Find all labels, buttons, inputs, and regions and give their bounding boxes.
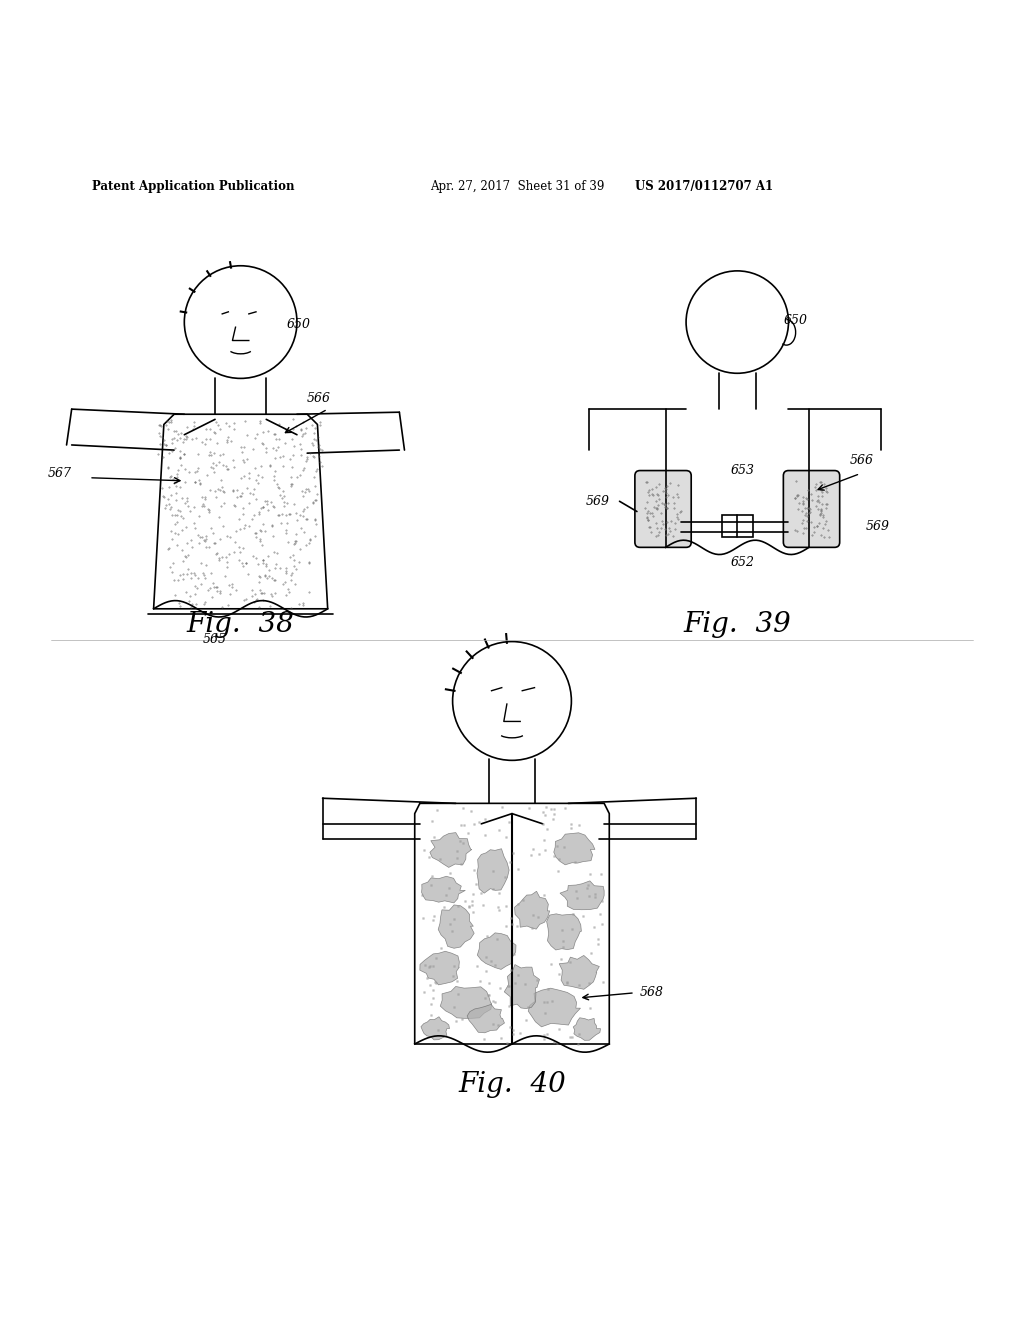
Polygon shape — [477, 933, 516, 969]
Text: 566: 566 — [307, 392, 331, 405]
Text: Fig.  39: Fig. 39 — [683, 611, 792, 638]
Polygon shape — [422, 876, 465, 903]
Polygon shape — [438, 906, 474, 948]
Polygon shape — [559, 956, 599, 989]
Polygon shape — [430, 833, 472, 867]
Polygon shape — [515, 891, 550, 929]
Text: Fig.  40: Fig. 40 — [458, 1072, 566, 1098]
Text: Patent Application Publication: Patent Application Publication — [92, 181, 295, 194]
Polygon shape — [547, 913, 582, 950]
Text: 569: 569 — [586, 495, 609, 508]
Polygon shape — [554, 833, 595, 865]
Polygon shape — [440, 986, 492, 1018]
Circle shape — [686, 271, 788, 374]
FancyBboxPatch shape — [783, 470, 840, 548]
Circle shape — [453, 642, 571, 760]
Polygon shape — [504, 965, 540, 1008]
Bar — [722, 515, 753, 537]
Circle shape — [184, 265, 297, 379]
Text: 652: 652 — [730, 556, 755, 569]
Polygon shape — [421, 1016, 450, 1040]
Text: 569: 569 — [865, 520, 889, 533]
Text: 653: 653 — [730, 465, 755, 477]
Polygon shape — [573, 1018, 600, 1040]
Polygon shape — [560, 880, 604, 909]
Text: 566: 566 — [850, 454, 873, 467]
Text: 565: 565 — [203, 634, 227, 645]
Polygon shape — [420, 952, 460, 985]
Text: 567: 567 — [48, 467, 72, 480]
Text: US 2017/0112707 A1: US 2017/0112707 A1 — [635, 181, 773, 194]
Text: 650: 650 — [783, 314, 807, 326]
Polygon shape — [528, 989, 581, 1027]
Text: 568: 568 — [640, 986, 664, 999]
Polygon shape — [467, 1005, 505, 1032]
FancyBboxPatch shape — [635, 470, 691, 548]
Text: Apr. 27, 2017  Sheet 31 of 39: Apr. 27, 2017 Sheet 31 of 39 — [430, 181, 604, 194]
Text: 650: 650 — [287, 318, 310, 330]
Polygon shape — [477, 849, 509, 894]
Text: Fig.  38: Fig. 38 — [186, 611, 295, 638]
